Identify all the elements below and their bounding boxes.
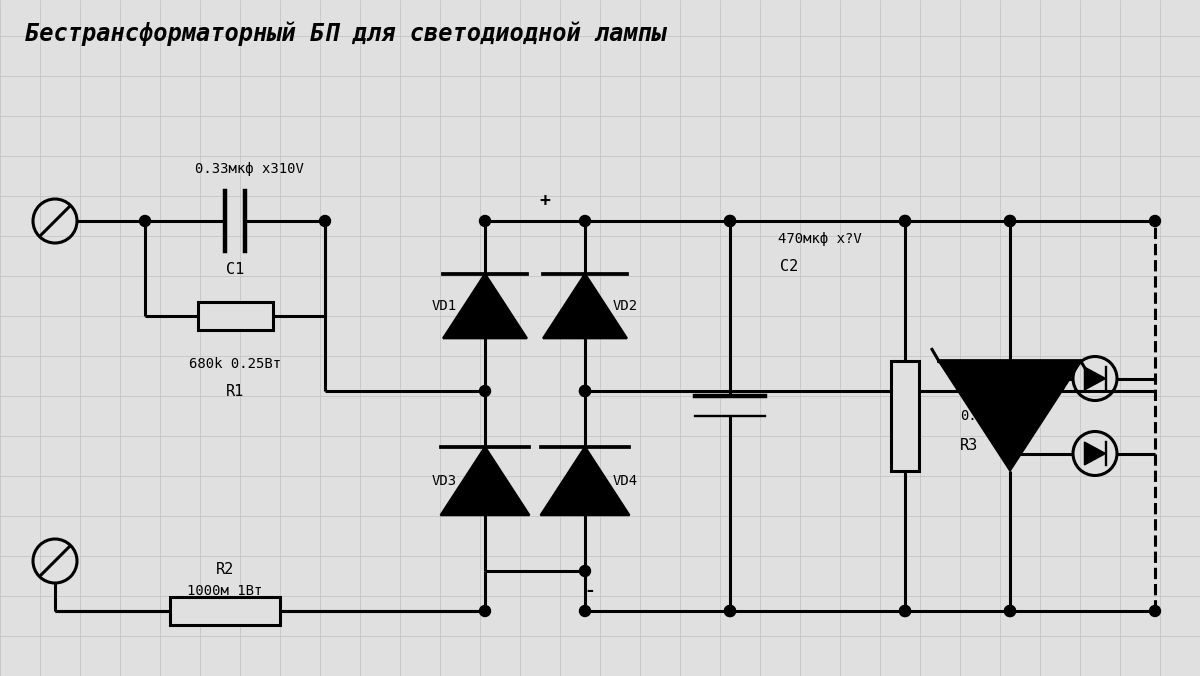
Text: +: + xyxy=(540,192,551,210)
Circle shape xyxy=(1004,448,1015,459)
Circle shape xyxy=(1004,216,1015,226)
Text: C2: C2 xyxy=(780,258,798,274)
Text: R2: R2 xyxy=(216,562,234,577)
Polygon shape xyxy=(540,447,630,515)
Circle shape xyxy=(1150,216,1160,226)
Polygon shape xyxy=(1085,442,1105,465)
Circle shape xyxy=(900,606,911,617)
Polygon shape xyxy=(443,274,527,338)
Circle shape xyxy=(580,385,590,397)
Polygon shape xyxy=(440,447,529,515)
Bar xyxy=(198,302,272,330)
Text: VD1: VD1 xyxy=(432,299,457,313)
Circle shape xyxy=(139,216,150,226)
Circle shape xyxy=(580,385,590,397)
Text: 470мкф х?V: 470мкф х?V xyxy=(778,232,862,246)
Circle shape xyxy=(725,216,736,226)
Circle shape xyxy=(725,606,736,617)
Text: R3: R3 xyxy=(960,439,978,454)
Text: 680k 0.25Вт: 680k 0.25Вт xyxy=(188,357,281,371)
Circle shape xyxy=(1004,606,1015,617)
Text: -: - xyxy=(584,582,595,600)
Text: C1: C1 xyxy=(226,262,244,276)
Circle shape xyxy=(900,606,911,617)
Text: R1: R1 xyxy=(226,383,244,398)
Text: VD3: VD3 xyxy=(432,474,457,488)
Circle shape xyxy=(1004,216,1015,226)
Text: VD5: VD5 xyxy=(1040,379,1067,393)
Circle shape xyxy=(725,606,736,617)
Text: VD4: VD4 xyxy=(613,474,638,488)
Text: VD2: VD2 xyxy=(613,299,638,313)
Circle shape xyxy=(900,216,911,226)
Circle shape xyxy=(1004,606,1015,617)
Polygon shape xyxy=(1085,367,1105,390)
Circle shape xyxy=(480,216,491,226)
Circle shape xyxy=(1150,606,1160,617)
Text: 0.33мкф х310V: 0.33мкф х310V xyxy=(196,162,304,176)
Text: 1000м 1Вт: 1000м 1Вт xyxy=(187,584,263,598)
Circle shape xyxy=(580,566,590,577)
Circle shape xyxy=(580,606,590,617)
Circle shape xyxy=(1004,373,1015,384)
Circle shape xyxy=(900,216,911,226)
Bar xyxy=(890,361,919,471)
Circle shape xyxy=(725,216,736,226)
Circle shape xyxy=(480,606,491,617)
Text: Бестрансформаторный БП для светодиодной лампы: Бестрансформаторный БП для светодиодной … xyxy=(25,22,666,46)
Text: 0.25Вт: 0.25Вт xyxy=(960,409,1010,423)
Circle shape xyxy=(319,216,330,226)
Circle shape xyxy=(580,216,590,226)
Text: 680k: 680k xyxy=(960,381,994,395)
Bar xyxy=(170,597,280,625)
Polygon shape xyxy=(940,362,1081,470)
Circle shape xyxy=(480,385,491,397)
Polygon shape xyxy=(544,274,626,338)
